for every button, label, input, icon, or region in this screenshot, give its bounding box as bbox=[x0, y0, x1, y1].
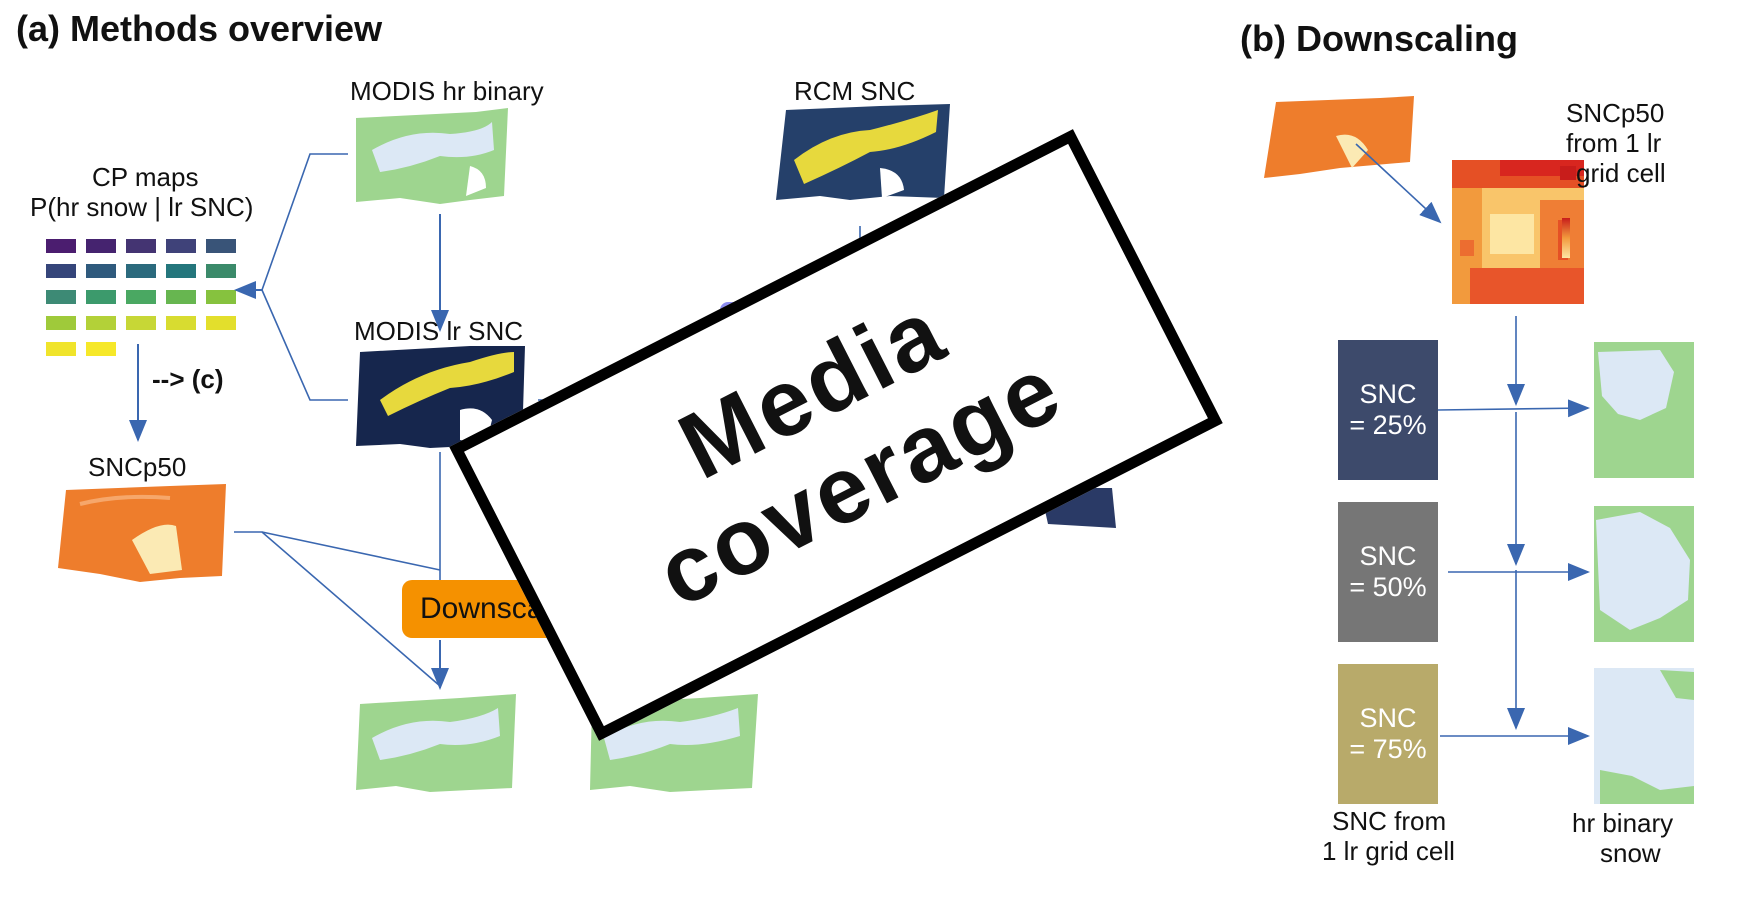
modis-hr-label: MODIS hr binary bbox=[350, 76, 544, 106]
snc-box-50-line2: = 50% bbox=[1349, 572, 1427, 602]
modis-hr-binary-map bbox=[356, 108, 508, 204]
snc-box-50: SNC = 50% bbox=[1338, 502, 1438, 642]
panel-a-title: (a) Methods overview bbox=[16, 8, 383, 49]
sncp50-heatmap bbox=[1452, 160, 1584, 304]
snc-box-75-line1: SNC bbox=[1359, 703, 1417, 733]
hr-binary-tile-50 bbox=[1594, 506, 1694, 642]
cp-maps-grid bbox=[46, 239, 236, 356]
snc-box-75: SNC = 75% bbox=[1338, 664, 1438, 804]
snc-from-label-1: SNC from bbox=[1332, 806, 1447, 836]
sncp50-label: SNCp50 bbox=[88, 452, 187, 482]
modis-lr-label: MODIS lr SNC bbox=[354, 316, 523, 346]
hr-binary-tile-25 bbox=[1594, 342, 1694, 478]
output-map-1 bbox=[356, 694, 516, 792]
cp-maps-label: CP maps bbox=[92, 162, 199, 192]
cp-maps-sublabel: P(hr snow | lr SNC) bbox=[30, 192, 254, 222]
sncp50-b-label-2: from 1 lr bbox=[1566, 128, 1662, 158]
snc-box-50-line1: SNC bbox=[1359, 541, 1417, 571]
panel-a-connectors bbox=[129, 153, 861, 690]
rcm-snc-label: RCM SNC bbox=[794, 76, 916, 106]
sncp50-b-label-1: SNCp50 bbox=[1566, 98, 1665, 128]
arrow-sncp50-to-heatmap bbox=[1355, 143, 1442, 224]
snc-box-25: SNC = 25% bbox=[1338, 340, 1438, 480]
heatmap-legend bbox=[1562, 218, 1570, 258]
panel-b-title: (b) Downscaling bbox=[1240, 18, 1518, 59]
hr-binary-label-2: snow bbox=[1600, 838, 1661, 868]
sncp50-map-b-small bbox=[1264, 96, 1414, 178]
snc-box-75-line2: = 75% bbox=[1349, 734, 1427, 764]
hr-binary-tile-75 bbox=[1594, 668, 1694, 804]
snc-box-25-line1: SNC bbox=[1359, 379, 1417, 409]
sncp50-map-a bbox=[58, 484, 226, 582]
snc-from-label-2: 1 lr grid cell bbox=[1322, 836, 1455, 866]
snc-box-25-line2: = 25% bbox=[1349, 410, 1427, 440]
sncp50-b-label-3: grid cell bbox=[1576, 158, 1666, 188]
arrow-c-label: --> (c) bbox=[152, 364, 224, 394]
rcm-snc-map bbox=[776, 104, 950, 200]
hr-binary-label-1: hr binary bbox=[1572, 808, 1674, 838]
arrow-snc25-to-hr bbox=[1437, 399, 1590, 418]
